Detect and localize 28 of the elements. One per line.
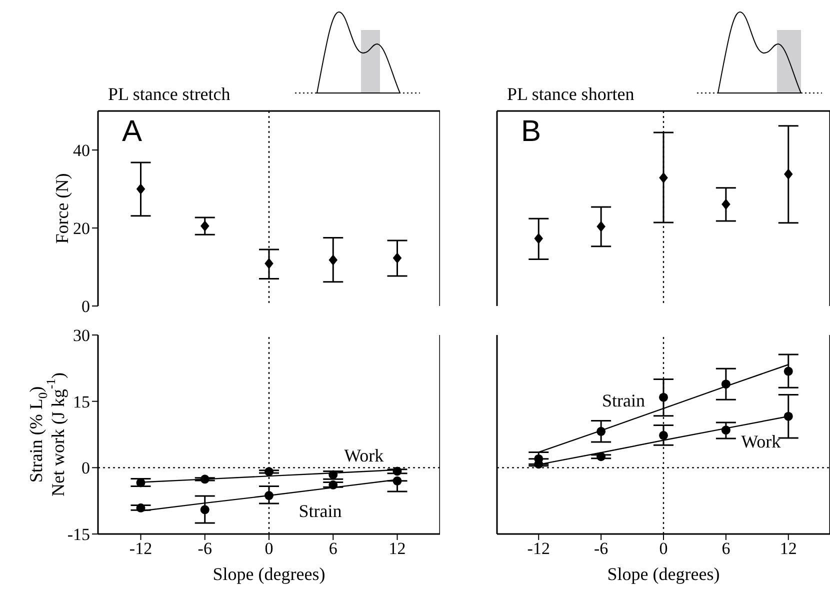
x-tick-label: -12 [527, 539, 550, 558]
y-tick-label: 20 [73, 219, 90, 238]
x-tick-label: 0 [659, 539, 668, 558]
y-tick-label: 40 [73, 141, 90, 160]
y-tick-label: 0 [82, 297, 90, 316]
y-tick-label: 15 [73, 392, 90, 412]
x-tick-label: 12 [388, 539, 406, 558]
y-tick-label: 0 [82, 458, 90, 478]
x-tick-label: 6 [328, 539, 338, 558]
y-tick-label: -15 [67, 525, 90, 544]
series-label: Work [344, 445, 384, 466]
y-tick-label: 30 [73, 326, 90, 346]
chart-title: PL stance stretch [108, 84, 230, 105]
x-axis-title: Slope (degrees) [607, 564, 720, 584]
x-tick-label: 0 [264, 539, 274, 558]
series-label: Work [741, 432, 781, 452]
x-tick-label: 6 [722, 539, 730, 558]
x-tick-label: -12 [129, 539, 152, 558]
x-tick-label: -6 [198, 539, 212, 558]
chart-title: PL stance shorten [507, 84, 634, 105]
x-axis-title: Slope (degrees) [212, 564, 326, 584]
x-tick-label: -6 [594, 539, 608, 558]
annotation: B [521, 115, 542, 149]
x-tick-label: 12 [780, 539, 797, 558]
series-label: Strain [602, 390, 646, 411]
series-label: Strain [298, 501, 342, 522]
y-axis-title: Force (N) [52, 173, 72, 244]
annotation: A [122, 115, 142, 149]
